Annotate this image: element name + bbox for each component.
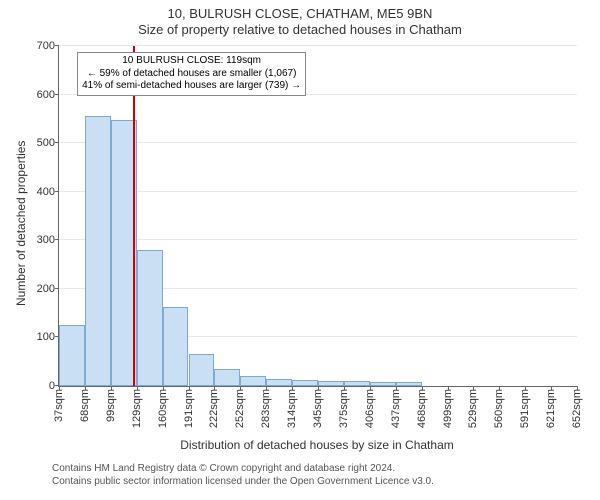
histogram-bar: [214, 369, 240, 386]
y-tick-label: 200: [37, 283, 55, 295]
x-tick-label: 529sqm: [467, 389, 479, 428]
x-tick-label: 68sqm: [79, 389, 91, 422]
x-tick-label: 222sqm: [208, 389, 220, 428]
y-axis-title: Number of detached properties: [14, 141, 28, 306]
x-tick-label: 652sqm: [571, 389, 583, 428]
histogram-bar: [163, 307, 189, 386]
gridline: [59, 239, 577, 240]
histogram-bar: [189, 354, 215, 386]
info-box-line3: 41% of semi-detached houses are larger (…: [82, 80, 301, 93]
chart-container: 10, BULRUSH CLOSE, CHATHAM, ME5 9BN Size…: [0, 0, 600, 500]
histogram-bar: [292, 380, 318, 386]
chart-title-line2: Size of property relative to detached ho…: [0, 22, 600, 38]
plot-area: 010020030040050060070037sqm68sqm99sqm129…: [58, 46, 577, 387]
info-box-line2: ← 59% of detached houses are smaller (1,…: [82, 68, 301, 81]
y-tick-label: 700: [37, 40, 55, 52]
y-tick-mark: [55, 45, 59, 46]
x-tick-label: 252sqm: [234, 389, 246, 428]
x-tick-label: 99sqm: [105, 389, 117, 422]
gridline: [59, 45, 577, 46]
histogram-bar: [59, 325, 85, 386]
y-tick-mark: [55, 142, 59, 143]
histogram-bar: [137, 250, 163, 386]
x-tick-label: 591sqm: [519, 389, 531, 428]
x-tick-label: 129sqm: [131, 389, 143, 428]
x-tick-label: 499sqm: [442, 389, 454, 428]
footer-line2: Contains public sector information licen…: [52, 475, 434, 488]
histogram-bar: [396, 382, 422, 386]
y-tick-label: 600: [37, 89, 55, 101]
x-tick-label: 191sqm: [183, 389, 195, 428]
gridline: [59, 191, 577, 192]
info-box-line1: 10 BULRUSH CLOSE: 119sqm: [82, 55, 301, 68]
gridline: [59, 142, 577, 143]
histogram-bar: [370, 382, 396, 386]
histogram-bar: [85, 116, 111, 386]
footer: Contains HM Land Registry data © Crown c…: [52, 462, 434, 488]
histogram-bar: [240, 376, 266, 386]
x-tick-label: 160sqm: [157, 389, 169, 428]
x-tick-label: 314sqm: [286, 389, 298, 428]
x-tick-label: 560sqm: [493, 389, 505, 428]
x-tick-label: 37sqm: [53, 389, 65, 422]
property-marker-line: [133, 46, 135, 386]
x-tick-label: 406sqm: [364, 389, 376, 428]
histogram-bar: [318, 381, 344, 386]
histogram-bar: [344, 381, 370, 386]
x-tick-label: 375sqm: [338, 389, 350, 428]
info-box: 10 BULRUSH CLOSE: 119sqm← 59% of detache…: [77, 52, 306, 96]
x-tick-label: 345sqm: [312, 389, 324, 428]
y-tick-label: 100: [37, 331, 55, 343]
footer-line1: Contains HM Land Registry data © Crown c…: [52, 462, 434, 475]
y-tick-mark: [55, 288, 59, 289]
x-axis-title: Distribution of detached houses by size …: [58, 438, 576, 452]
histogram-bar: [266, 379, 292, 386]
y-tick-label: 400: [37, 186, 55, 198]
chart-title-line1: 10, BULRUSH CLOSE, CHATHAM, ME5 9BN: [0, 0, 600, 22]
x-tick-label: 283sqm: [260, 389, 272, 428]
y-tick-label: 300: [37, 234, 55, 246]
y-tick-label: 500: [37, 137, 55, 149]
y-tick-mark: [55, 239, 59, 240]
x-tick-label: 437sqm: [390, 389, 402, 428]
y-tick-mark: [55, 94, 59, 95]
x-tick-label: 468sqm: [416, 389, 428, 428]
y-tick-mark: [55, 191, 59, 192]
x-tick-label: 621sqm: [545, 389, 557, 428]
